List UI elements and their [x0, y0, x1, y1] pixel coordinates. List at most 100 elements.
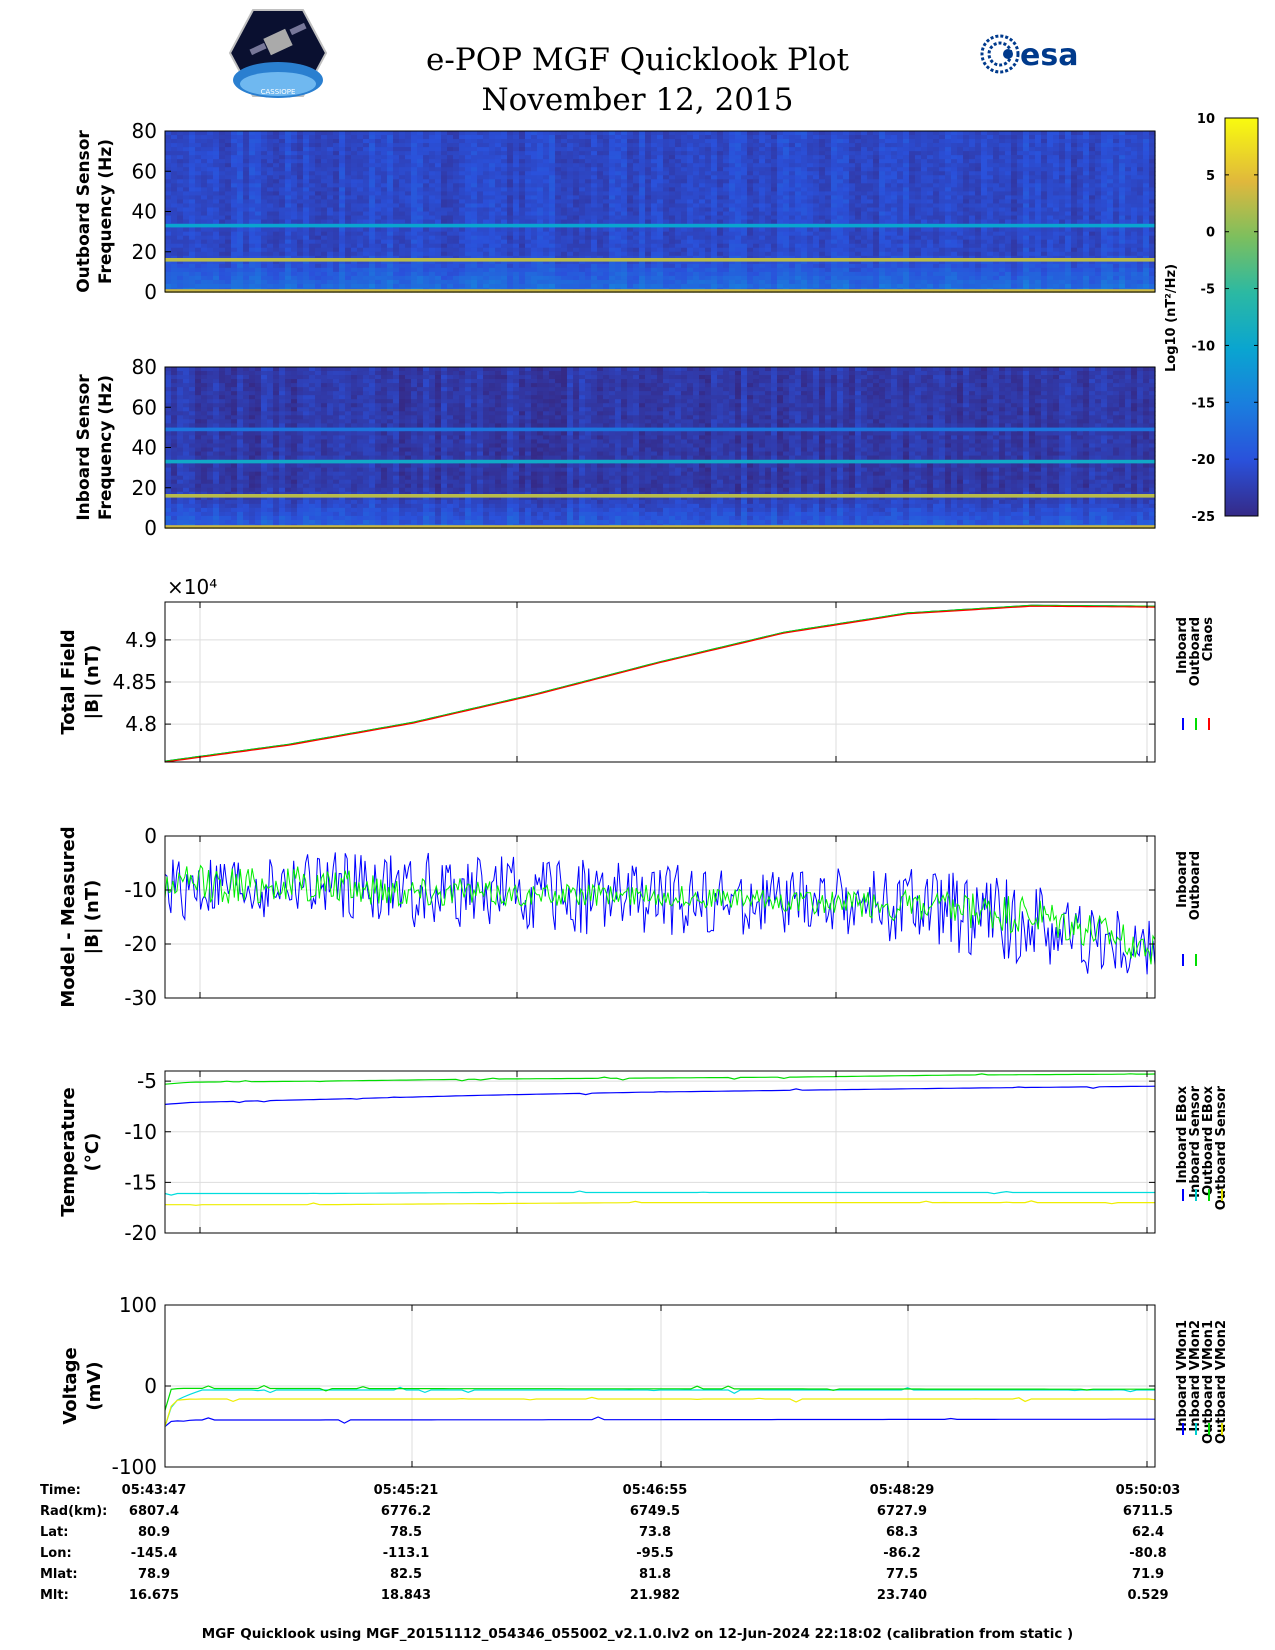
spectrogram-cell: [501, 191, 508, 197]
spectrogram-cell: [849, 179, 856, 184]
spectrogram-cell: [399, 147, 406, 152]
spectrogram-cell: [849, 167, 856, 172]
spectrogram-cell: [819, 263, 826, 269]
spectrogram-cell: [579, 163, 586, 168]
spectrogram-cell: [879, 219, 886, 225]
spectrogram-cell: [189, 131, 196, 136]
spectrogram-cell: [183, 227, 190, 233]
spectrogram-cell: [891, 203, 898, 209]
spectrogram-cell: [747, 275, 754, 281]
spectrogram-cell: [903, 215, 910, 221]
spectrogram-cell: [807, 159, 814, 164]
spectrogram-cell: [441, 135, 448, 140]
spectrogram-cell: [417, 171, 424, 176]
spectrogram-cell: [219, 135, 226, 140]
spectrogram-cell: [687, 171, 694, 176]
spectrogram-cell: [483, 199, 490, 205]
spectrogram-cell: [375, 135, 382, 140]
spectrogram-cell: [327, 275, 334, 281]
spectrogram-cell: [843, 215, 850, 221]
spectrogram-cell: [291, 187, 298, 192]
spectrogram-cell: [885, 171, 892, 176]
spectrogram-cell: [267, 271, 274, 277]
spectrogram-cell: [309, 135, 316, 140]
spectrogram-cell: [345, 239, 352, 245]
spectrogram-cell: [897, 199, 904, 205]
spectrogram-cell: [843, 247, 850, 253]
spectrogram-cell: [825, 151, 832, 156]
spectrogram-cell: [303, 267, 310, 273]
spectrogram-cell: [435, 199, 442, 205]
spectrogram-cell: [627, 263, 634, 269]
spectrogram-cell: [297, 211, 304, 217]
spectrogram-cell: [525, 183, 532, 188]
spectrogram-cell: [519, 175, 526, 180]
spectrogram-cell: [603, 239, 610, 245]
spectrogram-cell: [285, 267, 292, 273]
spectrogram-cell: [693, 227, 700, 233]
spectrogram-cell: [201, 147, 208, 152]
spectrogram-cell: [357, 227, 364, 233]
spectrogram-cell: [729, 175, 736, 180]
spectrogram-cell: [303, 263, 310, 269]
spectrogram-cell: [615, 171, 622, 176]
spectrogram-cell: [717, 243, 724, 249]
spectrogram-cell: [669, 235, 676, 241]
spectrogram-cell: [681, 159, 688, 164]
spectrogram-cell: [435, 163, 442, 168]
spectrogram-cell: [609, 195, 616, 201]
spectrogram-cell: [177, 183, 184, 188]
spectrogram-cell: [471, 199, 478, 205]
spectrogram-cell: [759, 259, 766, 265]
spectrogram-cell: [687, 235, 694, 241]
spectrogram-cell: [357, 175, 364, 180]
spectrogram-cell: [837, 187, 844, 192]
spectrogram-cell: [267, 259, 274, 265]
spectrogram-cell: [255, 219, 262, 225]
spectrogram-cell: [165, 179, 172, 184]
spectrogram-cell: [567, 263, 574, 269]
spectrogram-cell: [849, 243, 856, 249]
spectrogram-cell: [765, 139, 772, 144]
spectrogram-cell: [849, 231, 856, 237]
spectrogram-cell: [651, 175, 658, 180]
spectrogram-cell: [213, 275, 220, 281]
spectrogram-cell: [219, 283, 226, 289]
spectrogram-cell: [513, 247, 520, 253]
spectrogram-cell: [573, 167, 580, 172]
spectrogram-cell: [345, 151, 352, 156]
spectrogram-cell: [597, 131, 604, 136]
spectrogram-cell: [255, 231, 262, 237]
spectrogram-cell: [231, 231, 238, 237]
spectrogram-cell: [417, 167, 424, 172]
spectrogram-cell: [705, 191, 712, 197]
spectrogram-cell: [507, 159, 514, 164]
spectrogram-cell: [339, 263, 346, 269]
spectrogram-cell: [393, 187, 400, 192]
spectrogram-cell: [621, 231, 628, 237]
spectrogram-cell: [519, 263, 526, 269]
spectrogram-cell: [843, 239, 850, 245]
spectrogram-cell: [531, 271, 538, 277]
spectrogram-cell: [351, 231, 358, 237]
spectrogram-cell: [669, 151, 676, 156]
spectrogram-cell: [417, 211, 424, 217]
spectrogram-cell: [183, 151, 190, 156]
spectrogram-cell: [453, 155, 460, 160]
spectrogram-cell: [399, 207, 406, 213]
spectrogram-cell: [285, 155, 292, 160]
spectrogram-cell: [855, 271, 862, 277]
spectrogram-cell: [435, 247, 442, 253]
spectrogram-cell: [411, 203, 418, 209]
spectrogram-cell: [525, 175, 532, 180]
spectrogram-cell: [531, 227, 538, 233]
spectrogram-cell: [453, 271, 460, 277]
spectrogram-cell: [195, 267, 202, 273]
spectrogram-cell: [375, 163, 382, 168]
spectrogram-cell: [867, 207, 874, 213]
spectrogram-cell: [711, 203, 718, 209]
spectrogram-cell: [555, 163, 562, 168]
spectrogram-cell: [549, 283, 556, 289]
spectrogram-cell: [219, 211, 226, 217]
spectrogram-cell: [747, 259, 754, 265]
